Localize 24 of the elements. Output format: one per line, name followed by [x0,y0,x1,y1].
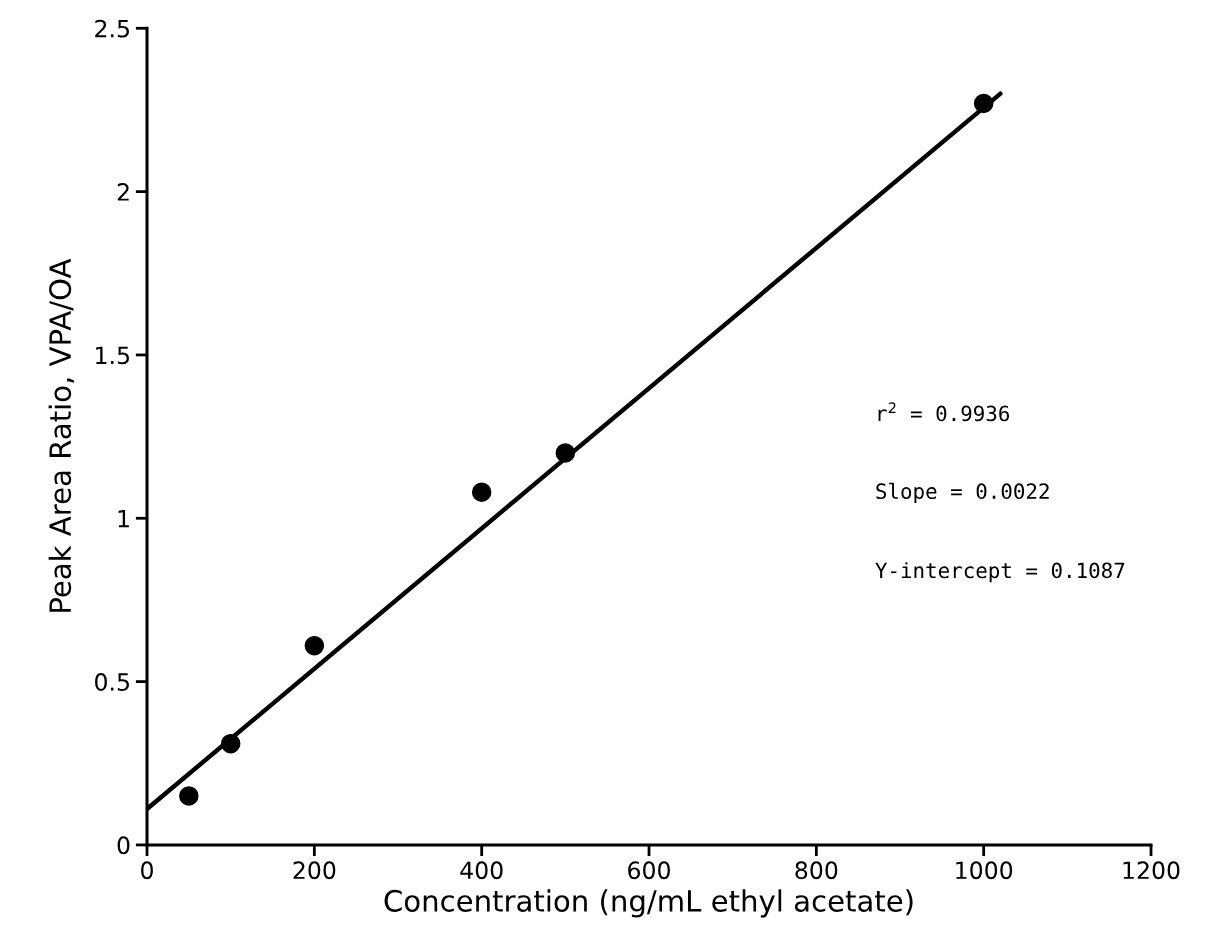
x-tick-label: 200 [293,861,336,880]
point [304,635,325,656]
x-tick-label: 600 [628,861,670,880]
annotation: Y-intercept = 0.1087 [875,562,1125,583]
x-tick-label: 800 [795,861,838,880]
y-tick-label: 1 [118,510,129,528]
annotation: Slope = 0.0022 [876,482,1049,504]
x-tick-label: 0 [141,861,153,880]
point [471,482,492,502]
y-tick-label: 1.5 [96,346,129,365]
y-tick-label: 2.5 [95,19,129,38]
point [220,733,241,754]
annotation: r$^{2}$ = 0.9936 [878,402,1010,422]
x-tick-label: 400 [460,861,503,880]
point [179,786,199,806]
y-axis-title: Peak Area Ratio, VPA/OA [48,258,75,612]
y-tick-label: 0 [117,836,130,855]
y-tick-label: 0.5 [95,673,129,691]
point [973,93,994,114]
x-tick-label: 1200 [1123,861,1180,880]
point [555,443,576,463]
x-tick-label: 1000 [956,861,1013,880]
x-axis-title: Concentration (ng/mL ethyl acetate) [384,889,913,918]
y-tick-label: 2 [117,183,129,201]
